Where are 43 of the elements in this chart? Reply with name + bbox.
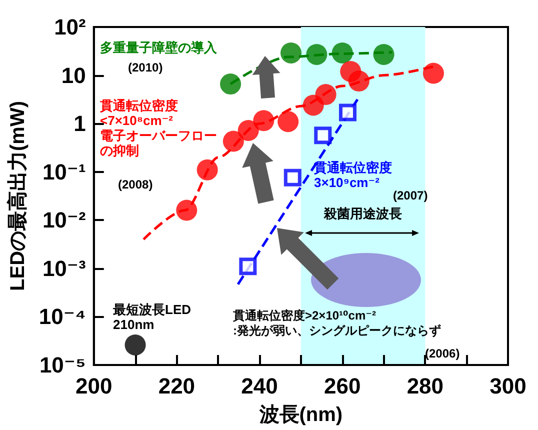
series-label: 最短波長LED 210nm [112,302,191,332]
point [348,70,370,92]
point [253,110,274,132]
y-tick-label: 10⁻⁴ [38,304,86,330]
annotation: (2010) [128,60,163,74]
point [239,258,257,276]
point [220,74,242,94]
point [238,120,259,141]
annotation: (2007) [393,188,428,202]
y-tick-label: 10⁻¹ [42,159,86,184]
band-label: 殺菌用途波長 [323,206,402,221]
series-label: 貫通転位密度 <7×10⁸cm⁻² 電子オーバーフローの抑制 [99,98,217,158]
annotation: (2008) [118,178,153,192]
x-tick-label: 300 [490,374,526,398]
y-tick-label: 10 [61,62,86,88]
point [306,44,328,65]
point [280,42,302,64]
point [373,44,394,65]
point [222,130,244,152]
x-tick-label: 220 [158,374,196,398]
y-tick-label: 10⁻² [42,208,86,233]
point [422,62,444,84]
point [338,104,356,122]
x-tick-label: 280 [406,374,444,398]
y-tick-label: 1 [74,111,86,136]
point [176,200,198,221]
annotation: (2006) [425,346,460,360]
point [315,84,336,105]
series-label: 貫通転位密度 3×10⁹cm⁻² [313,160,392,190]
point [314,126,332,144]
series-label: 多重量子障壁の導入 [100,40,218,55]
y-axis-title: LEDの最高出力(mW) [6,101,29,291]
point [124,334,146,356]
point [332,42,353,64]
x-tick-label: 260 [324,374,361,398]
x-tick-label: 240 [241,374,278,398]
point [196,159,218,180]
y-tick-label: 10⁻³ [42,256,86,281]
x-axis-title: 波長(nm) [258,404,343,426]
annotation: 貫通転位密度>2×10¹⁰cm⁻² :発光が弱い、シングルピークにならず [232,308,441,338]
point [284,168,302,186]
point [278,111,299,132]
y-tick-label: 10² [54,14,86,40]
